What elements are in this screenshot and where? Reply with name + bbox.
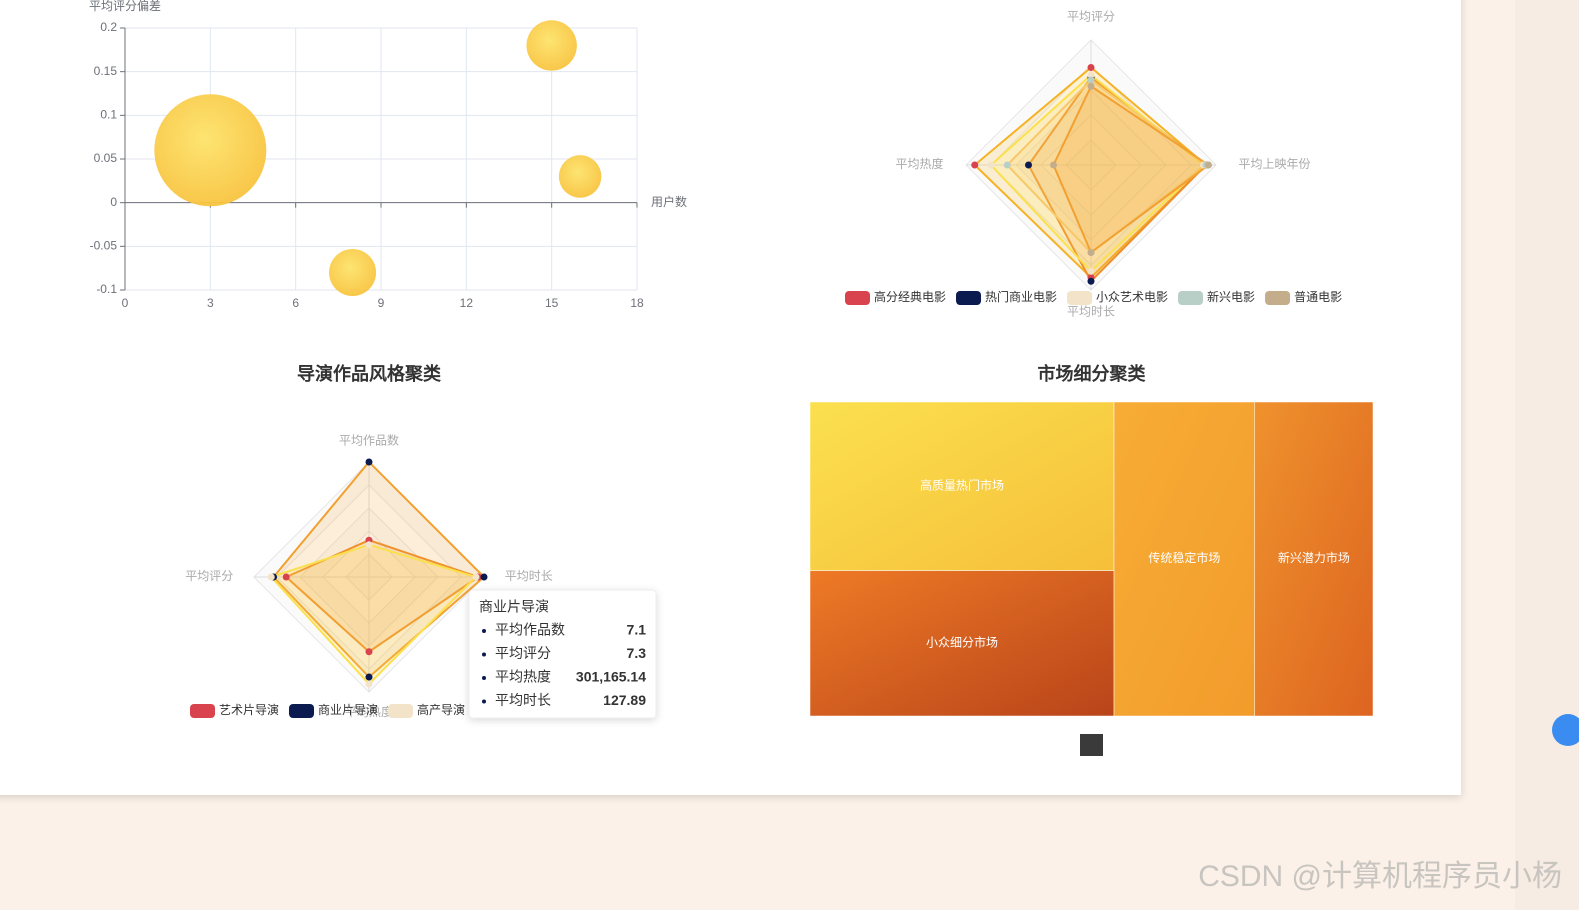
radar-point xyxy=(365,673,373,681)
radar-point xyxy=(987,161,995,169)
legend-swatch xyxy=(956,291,982,305)
bubble xyxy=(154,94,267,207)
tooltip-label: 平均作品数 xyxy=(495,622,565,638)
radar-point xyxy=(365,541,373,549)
legend-label: 新兴电影 xyxy=(1207,289,1255,304)
tooltip-dot xyxy=(482,699,486,704)
treemap-tile xyxy=(809,401,1115,571)
radar-point xyxy=(1087,76,1095,84)
side-strip xyxy=(1515,0,1579,910)
x-tick-label: 18 xyxy=(630,296,644,310)
treemap-tile xyxy=(1254,401,1374,717)
pager[interactable] xyxy=(1080,734,1103,756)
treemap-tile xyxy=(1113,401,1256,717)
indicator-label: 平均热度 xyxy=(895,156,943,171)
legend-swatch xyxy=(388,704,414,718)
indicator-label: 平均时长 xyxy=(505,569,553,583)
x-tick-label: 12 xyxy=(460,296,474,310)
radar-point xyxy=(1087,64,1095,71)
bubble xyxy=(558,155,602,198)
radar-point xyxy=(1025,161,1032,169)
x-axis-label: 用户数 xyxy=(651,194,687,209)
y-tick-label: 0.15 xyxy=(94,64,118,78)
tooltip-value: 127.89 xyxy=(603,692,646,708)
tile-label: 传统稳定市场 xyxy=(1148,550,1220,565)
y-axis-label: 平均评分偏差 xyxy=(89,0,161,13)
radar-point xyxy=(1087,82,1095,90)
legend-swatch xyxy=(190,704,215,718)
tooltip-value: 7.3 xyxy=(627,645,647,661)
legend-label: 商业片导演 xyxy=(318,702,378,717)
x-tick-label: 6 xyxy=(292,296,299,310)
chart-title: 导演作品风格聚类 xyxy=(297,363,442,384)
indicator-label: 平均评分 xyxy=(185,569,233,583)
radar-point xyxy=(1087,277,1095,285)
radar-point xyxy=(365,680,373,688)
y-tick-label: 0 xyxy=(110,195,117,209)
indicator-label: 平均作品数 xyxy=(339,432,399,447)
indicator-label: 平均热度 xyxy=(345,704,393,719)
radar-point xyxy=(480,573,488,581)
tooltip-value: 7.1 xyxy=(627,622,647,638)
tooltip-value: 301,165.14 xyxy=(576,669,646,685)
legend-label: 普通电影 xyxy=(1294,290,1342,304)
tooltip-dot xyxy=(482,629,486,633)
y-tick-label: 0.05 xyxy=(94,151,118,165)
indicator-label: 平均上映年份 xyxy=(1239,157,1311,171)
radar-point xyxy=(282,573,290,581)
legend-swatch xyxy=(845,291,870,305)
tooltip-label: 平均时长 xyxy=(495,692,551,708)
tooltip-label: 平均评分 xyxy=(495,645,551,661)
radar-point xyxy=(1087,267,1095,275)
radar-point xyxy=(365,648,373,656)
radar-point xyxy=(971,161,979,169)
radar-point xyxy=(1087,71,1095,79)
tile-label: 高质量热门市场 xyxy=(920,477,1004,492)
radar-point xyxy=(1205,161,1212,169)
radar-point xyxy=(1050,161,1057,169)
radar-point xyxy=(472,573,480,581)
y-tick-label: -0.1 xyxy=(96,282,117,296)
radar-point xyxy=(365,458,373,466)
y-tick-label: 0.2 xyxy=(100,20,117,34)
chart-title: 市场细分聚类 xyxy=(1038,363,1147,384)
tooltip-dot xyxy=(482,652,486,657)
y-tick-label: -0.05 xyxy=(90,239,118,253)
tile-label: 新兴潜力市场 xyxy=(1278,550,1350,565)
tooltip-title: 商业片导演 xyxy=(479,599,549,615)
legend-label: 高分经典电影 xyxy=(874,289,946,304)
tooltip-dot xyxy=(482,676,486,680)
legend-label: 小众艺术电影 xyxy=(1096,290,1168,304)
legend-label: 热门商业电影 xyxy=(985,289,1057,304)
x-tick-label: 9 xyxy=(378,296,385,310)
legend-swatch xyxy=(1067,291,1093,305)
x-tick-label: 3 xyxy=(207,296,214,310)
indicator-label: 平均评分 xyxy=(1067,10,1115,24)
tooltip-label: 平均热度 xyxy=(495,669,551,685)
y-tick-label: 0.1 xyxy=(100,108,117,122)
bubble xyxy=(526,20,577,71)
legend-swatch xyxy=(1178,291,1204,305)
indicator-label: 平均时长 xyxy=(1067,305,1115,319)
legend-label: 高产导演 xyxy=(417,702,465,717)
radar-point xyxy=(1003,161,1011,169)
tile-label: 小众细分市场 xyxy=(926,634,998,649)
x-tick-label: 0 xyxy=(122,296,129,310)
legend-label: 艺术片导演 xyxy=(219,702,279,717)
legend-swatch xyxy=(1265,291,1291,305)
tooltip xyxy=(468,589,657,719)
x-tick-label: 15 xyxy=(545,296,559,310)
legend-swatch xyxy=(289,704,315,718)
watermark: CSDN @计算机程序员小杨 xyxy=(1198,860,1562,893)
radar-point xyxy=(267,573,275,581)
bubble xyxy=(329,249,377,297)
side-button[interactable] xyxy=(1552,714,1579,746)
radar-point xyxy=(1087,249,1095,256)
